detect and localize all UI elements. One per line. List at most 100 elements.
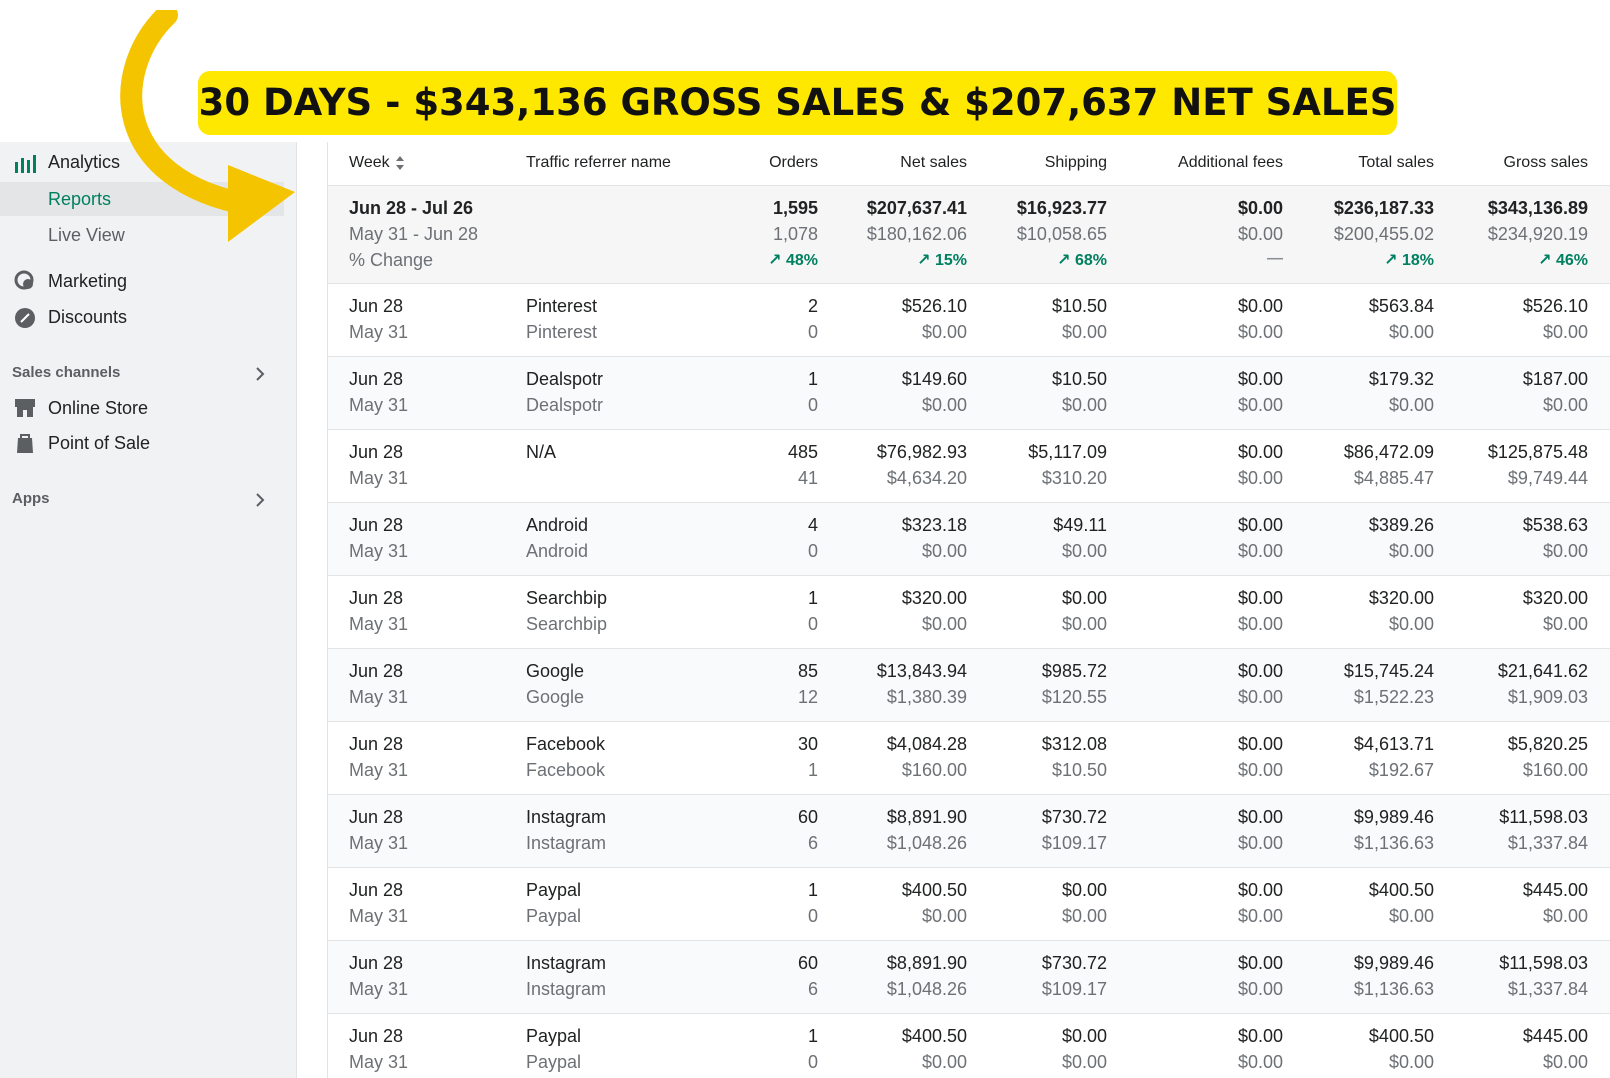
value-previous: $1,909.03 [1507, 687, 1588, 707]
value-previous: $0.00 [1061, 906, 1107, 926]
value-previous: 0 [807, 395, 818, 415]
value-previous: $0.00 [921, 1052, 967, 1072]
value-current: 1 [807, 588, 818, 608]
week-current: Jun 28 [349, 1026, 404, 1046]
sidebar: Analytics Reports Live View Marketing Di… [0, 142, 297, 1078]
value-previous: $0.00 [1542, 541, 1588, 561]
week-current: Jun 28 [349, 296, 404, 316]
value-previous: $0.00 [1237, 614, 1283, 634]
value-previous: $1,522.23 [1353, 687, 1434, 707]
referrer-previous: Google [526, 687, 585, 707]
report-row: Jun 28 May 31 Searchbip Searchbip 1 0 $320.00 $… [328, 575, 1610, 649]
nav-live-view[interactable]: Live View [48, 225, 125, 245]
value-current: $11,598.03 [1499, 807, 1588, 827]
column-header: Week [349, 154, 390, 171]
referrer-previous: Facebook [526, 760, 606, 780]
report-row: Jun 28 May 31 Google Google 85 12 $13,843.94 $1… [328, 648, 1610, 722]
value-previous: $192.67 [1368, 760, 1434, 780]
summary-change: — [1267, 250, 1283, 267]
value-current: $49.11 [1053, 515, 1107, 535]
referrer-previous: Instagram [526, 979, 607, 999]
value-current: $389.26 [1368, 515, 1434, 535]
value-current: $10.50 [1051, 369, 1107, 389]
report-row: Jun 28 May 31 Paypal Paypal 1 0 $400.50 $0.00 $0… [328, 1013, 1610, 1078]
report-row: Jun 28 May 31 Android Android 4 0 $323.18 $0.00… [328, 502, 1610, 576]
referrer-current: Paypal [526, 880, 582, 900]
summary-previous: $200,455.02 [1333, 224, 1434, 244]
value-previous: $4,885.47 [1353, 468, 1434, 488]
value-current: $400.50 [901, 880, 967, 900]
column-header: Orders [769, 154, 818, 171]
week-current: Jun 28 [349, 442, 404, 462]
nav-marketing[interactable]: Marketing [48, 271, 128, 291]
column-header: Additional fees [1178, 154, 1283, 171]
sort-icon[interactable] [394, 155, 406, 171]
week-current: Jun 28 [349, 369, 404, 389]
value-current: $0.00 [1061, 588, 1107, 608]
value-current: $9,989.46 [1353, 953, 1434, 973]
value-current: 60 [797, 953, 818, 973]
value-current: $445.00 [1522, 1026, 1588, 1046]
value-current: $125,875.48 [1487, 442, 1588, 462]
value-previous: $0.00 [1237, 979, 1283, 999]
value-current: $400.50 [1368, 880, 1434, 900]
value-current: $526.10 [901, 296, 967, 316]
week-current: Jun 28 [349, 734, 404, 754]
discounts-icon [15, 308, 35, 328]
summary-change: ↗ 48% [768, 252, 818, 269]
value-previous: $0.00 [1237, 468, 1283, 488]
nav-point-of-sale[interactable]: Point of Sale [48, 433, 151, 453]
value-previous: 0 [807, 541, 818, 561]
nav-online-store[interactable]: Online Store [48, 398, 149, 418]
value-current: $400.50 [901, 1026, 967, 1046]
value-previous: $0.00 [1061, 614, 1107, 634]
nav-reports[interactable]: Reports [48, 189, 112, 209]
value-current: $730.72 [1041, 953, 1107, 973]
value-current: $0.00 [1237, 880, 1283, 900]
value-current: 4 [807, 515, 818, 535]
value-current: $320.00 [901, 588, 967, 608]
referrer-previous: Android [526, 541, 589, 561]
value-previous: $109.17 [1041, 979, 1107, 999]
arrow [120, 10, 295, 242]
summary-row: Jun 28 - Jul 26 May 31 - Jun 28 % Change 1,… [328, 185, 1610, 284]
value-previous: $0.00 [1237, 833, 1283, 853]
value-current: $0.00 [1061, 1026, 1107, 1046]
summary-previous: $234,920.19 [1487, 224, 1588, 244]
value-current: $0.00 [1237, 588, 1283, 608]
value-previous: $0.00 [1237, 687, 1283, 707]
referrer-current: Android [526, 515, 589, 535]
summary-change: ↗ 18% [1384, 252, 1434, 269]
week-previous: May 31 [349, 395, 409, 415]
pos-icon [17, 434, 33, 453]
summary-current: $207,637.41 [866, 198, 967, 218]
referrer-current: Searchbip [526, 588, 608, 608]
value-current: $445.00 [1522, 880, 1588, 900]
nav-analytics[interactable]: Analytics [48, 152, 121, 172]
value-current: $0.00 [1237, 953, 1283, 973]
week-previous: May 31 [349, 541, 409, 561]
week-current: Jun 28 [349, 515, 404, 535]
referrer-previous: Paypal [526, 1052, 582, 1072]
referrer-current: N/A [526, 442, 557, 462]
apps-heading[interactable]: Apps [12, 490, 50, 507]
value-current: 1 [807, 369, 818, 389]
value-current: 30 [797, 734, 818, 754]
value-current: $15,745.24 [1343, 661, 1434, 681]
value-previous: $0.00 [1237, 906, 1283, 926]
nav-discounts[interactable]: Discounts [48, 307, 128, 327]
week-current: Jun 28 [349, 880, 404, 900]
referrer-previous: Pinterest [526, 322, 598, 342]
value-current: $0.00 [1237, 369, 1283, 389]
sales-channels-heading[interactable]: Sales channels [12, 364, 121, 381]
value-previous: $0.00 [921, 322, 967, 342]
value-previous: 0 [807, 1052, 818, 1072]
value-previous: $0.00 [921, 906, 967, 926]
value-previous: 6 [807, 979, 818, 999]
value-previous: $0.00 [1237, 395, 1283, 415]
period-previous: May 31 - Jun 28 [349, 224, 479, 244]
value-previous: $0.00 [1542, 614, 1588, 634]
summary-previous: $0.00 [1237, 224, 1283, 244]
value-current: $5,820.25 [1507, 734, 1588, 754]
summary-current: $236,187.33 [1333, 198, 1434, 218]
